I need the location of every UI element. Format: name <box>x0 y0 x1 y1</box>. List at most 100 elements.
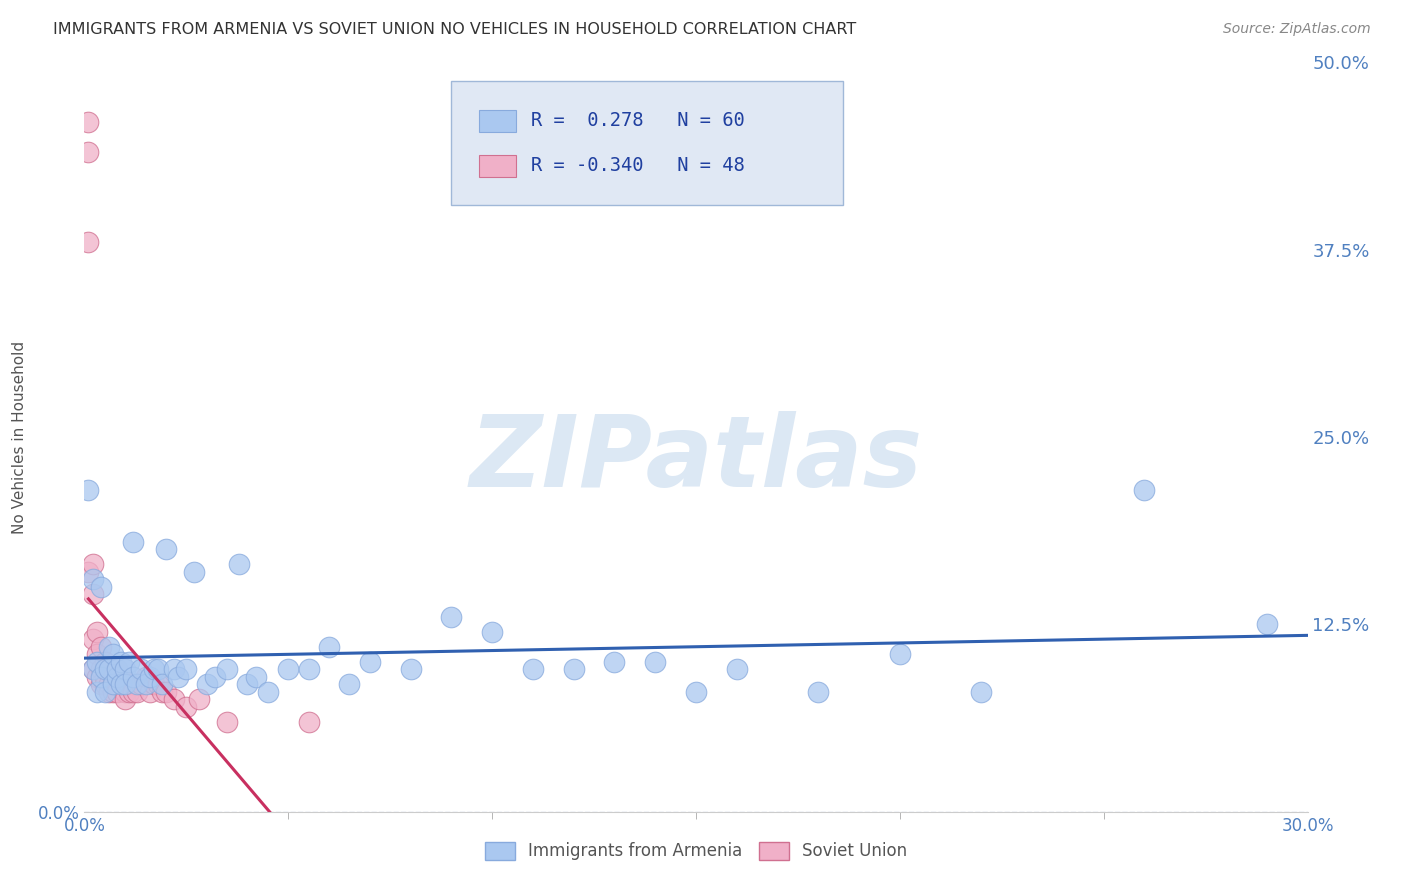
Point <box>146 677 169 691</box>
Point <box>183 565 205 579</box>
Point <box>101 670 124 684</box>
Point <box>359 655 381 669</box>
Point <box>122 685 145 699</box>
Point <box>97 662 120 676</box>
Point <box>77 145 100 160</box>
Point <box>82 662 104 676</box>
Point <box>228 558 250 572</box>
Text: R =  0.278   N = 60: R = 0.278 N = 60 <box>531 112 745 130</box>
Point <box>440 610 463 624</box>
Point <box>122 677 145 691</box>
Point <box>90 677 112 691</box>
Point <box>77 235 100 250</box>
Point <box>131 662 153 676</box>
Point <box>277 662 299 676</box>
Point <box>97 640 120 654</box>
Point <box>114 685 136 699</box>
Point <box>93 677 115 691</box>
Point <box>86 685 108 699</box>
Point <box>105 662 128 676</box>
Point <box>86 624 108 639</box>
Point <box>122 535 145 549</box>
Point <box>155 685 177 699</box>
Point <box>101 685 124 699</box>
Point <box>155 542 177 557</box>
Point <box>110 677 132 691</box>
Point <box>77 115 100 129</box>
Point <box>163 662 186 676</box>
Point <box>146 662 169 676</box>
Point <box>245 670 267 684</box>
Point <box>86 648 108 662</box>
Point <box>807 685 830 699</box>
Point <box>82 587 104 601</box>
Point <box>298 662 321 676</box>
Point <box>82 662 104 676</box>
Point <box>118 655 141 669</box>
Point <box>101 648 124 662</box>
Bar <box>479 154 516 178</box>
Point <box>101 677 124 691</box>
Point <box>101 677 124 691</box>
Point <box>118 685 141 699</box>
Point <box>90 662 112 676</box>
Point <box>114 677 136 691</box>
Point <box>105 685 128 699</box>
Point <box>217 662 239 676</box>
Point <box>339 677 361 691</box>
Point <box>93 662 115 676</box>
Point <box>236 677 259 691</box>
Point <box>889 648 911 662</box>
Point <box>114 662 136 676</box>
Point <box>644 655 666 669</box>
Text: R = -0.340   N = 48: R = -0.340 N = 48 <box>531 156 745 176</box>
Point <box>110 655 132 669</box>
Point <box>970 685 993 699</box>
Point <box>318 640 340 654</box>
Point <box>122 670 145 684</box>
Point <box>150 677 173 691</box>
Point <box>114 677 136 691</box>
Y-axis label: No Vehicles in Household: No Vehicles in Household <box>11 341 27 533</box>
Point <box>93 655 115 669</box>
Point <box>603 655 626 669</box>
Point <box>298 714 321 729</box>
Point <box>127 685 149 699</box>
Point <box>1133 483 1156 497</box>
Point <box>187 692 209 706</box>
Point <box>82 632 104 647</box>
Point <box>93 670 115 684</box>
Point <box>138 685 160 699</box>
Point <box>105 662 128 676</box>
Text: Source: ZipAtlas.com: Source: ZipAtlas.com <box>1223 22 1371 37</box>
Point <box>150 685 173 699</box>
Point <box>195 677 218 691</box>
Point <box>77 483 100 497</box>
Point <box>82 573 104 587</box>
Point <box>97 677 120 691</box>
Text: IMMIGRANTS FROM ARMENIA VS SOVIET UNION NO VEHICLES IN HOUSEHOLD CORRELATION CHA: IMMIGRANTS FROM ARMENIA VS SOVIET UNION … <box>53 22 856 37</box>
Point <box>131 677 153 691</box>
Point <box>725 662 748 676</box>
Point <box>562 662 585 676</box>
Point <box>217 714 239 729</box>
Point <box>174 662 197 676</box>
Point <box>97 662 120 676</box>
Point <box>93 685 115 699</box>
Point <box>135 670 157 684</box>
Point <box>257 685 280 699</box>
Point <box>174 699 197 714</box>
Point <box>105 670 128 684</box>
Point <box>105 677 128 691</box>
Point <box>481 624 503 639</box>
Point <box>135 677 157 691</box>
Bar <box>479 110 516 132</box>
Point <box>522 662 544 676</box>
Point <box>77 565 100 579</box>
Point <box>90 640 112 654</box>
Point <box>86 655 108 669</box>
Point <box>90 670 112 684</box>
Point <box>167 670 190 684</box>
Point <box>163 692 186 706</box>
Point <box>204 670 226 684</box>
